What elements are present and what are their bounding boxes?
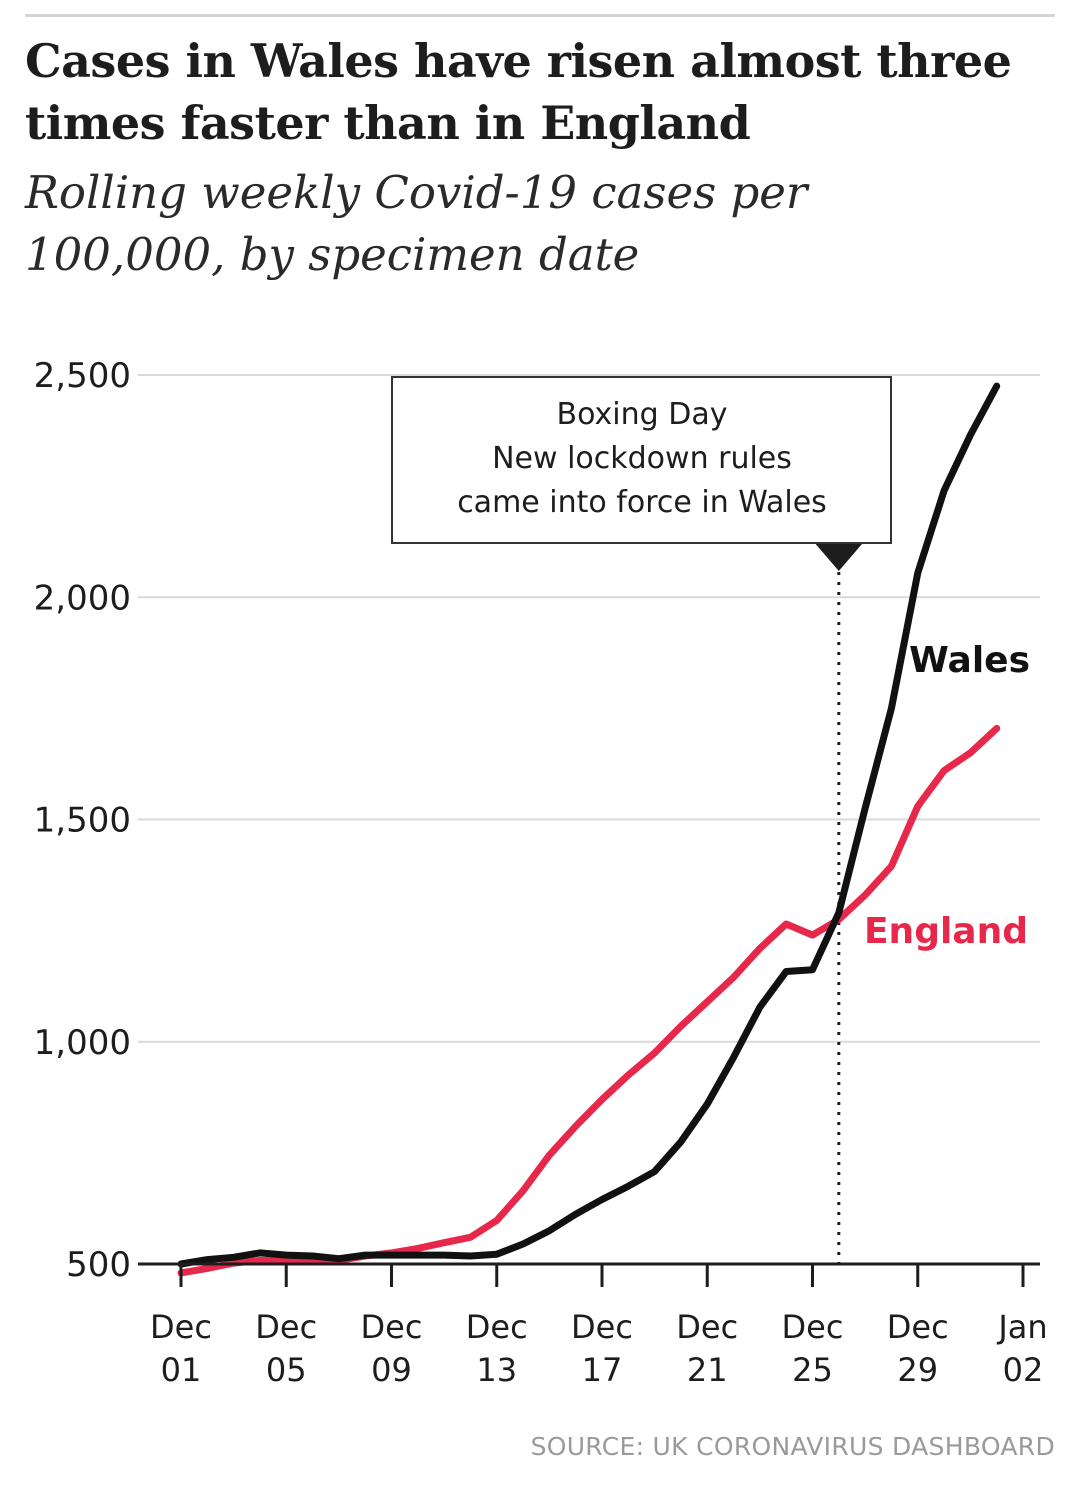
chart-subtitle: Rolling weekly Covid-19 cases per 100,00… bbox=[25, 166, 808, 281]
grid: 500 1,000 1,500 2,000 2,500 bbox=[34, 356, 1040, 1285]
chart-title: Cases in Wales have risen almost three t… bbox=[25, 34, 1012, 150]
annotation: Boxing Day New lockdown rules came into fo… bbox=[391, 376, 892, 1264]
annotation-text: came into force in Wales bbox=[457, 485, 827, 520]
source-note: SOURCE: UK CORONAVIRUS DASHBOARD bbox=[530, 1432, 1055, 1461]
x-tick-label-month: Dec bbox=[150, 1308, 212, 1346]
series-label-wales: Wales bbox=[909, 640, 1030, 681]
y-tick-label: 1,000 bbox=[34, 1023, 131, 1063]
x-axis: Dec 01 Dec 05 Dec 09 Dec 13 Dec 17 Dec 21 Dec 25 Dec 29… bbox=[138, 1262, 1048, 1389]
y-tick-label: 500 bbox=[66, 1245, 131, 1285]
x-tick-label-day: 02 bbox=[1003, 1351, 1044, 1389]
x-tick-label-day: 13 bbox=[476, 1351, 517, 1389]
annotation-box bbox=[391, 376, 892, 544]
series-lines bbox=[177, 382, 1001, 1277]
annotation-text: New lockdown rules bbox=[492, 441, 792, 476]
x-tick-label-day: 25 bbox=[792, 1351, 833, 1389]
x-tick-label-month: Dec bbox=[571, 1308, 633, 1346]
x-tick-label-day: 05 bbox=[266, 1351, 307, 1389]
x-tick-label-month: Dec bbox=[255, 1308, 317, 1346]
x-tick-label-month: Dec bbox=[782, 1308, 844, 1346]
x-tick-label-day: 09 bbox=[371, 1351, 412, 1389]
x-tick-label-month: Dec bbox=[466, 1308, 528, 1346]
x-tick-label-month: Jan bbox=[996, 1308, 1047, 1346]
series-line-wales bbox=[177, 382, 1001, 1268]
top-rule bbox=[25, 14, 1055, 17]
series-line-england bbox=[177, 724, 1001, 1277]
series-labels: Wales England bbox=[864, 640, 1030, 952]
x-tick-label-month: Dec bbox=[676, 1308, 738, 1346]
annotation-text: Boxing Day bbox=[557, 397, 728, 432]
x-tick-label-day: 29 bbox=[897, 1351, 938, 1389]
series-label-england: England bbox=[864, 911, 1028, 952]
x-tick-label-day: 17 bbox=[582, 1351, 623, 1389]
x-tick-label-day: 21 bbox=[687, 1351, 728, 1389]
x-tick-label-month: Dec bbox=[887, 1308, 949, 1346]
annotation-pointer bbox=[814, 543, 863, 571]
x-tick-label-month: Dec bbox=[361, 1308, 423, 1346]
y-tick-label: 2,500 bbox=[34, 356, 131, 396]
y-tick-label: 2,000 bbox=[34, 578, 131, 618]
x-tick-label-day: 01 bbox=[161, 1351, 202, 1389]
y-tick-label: 1,500 bbox=[34, 801, 131, 841]
